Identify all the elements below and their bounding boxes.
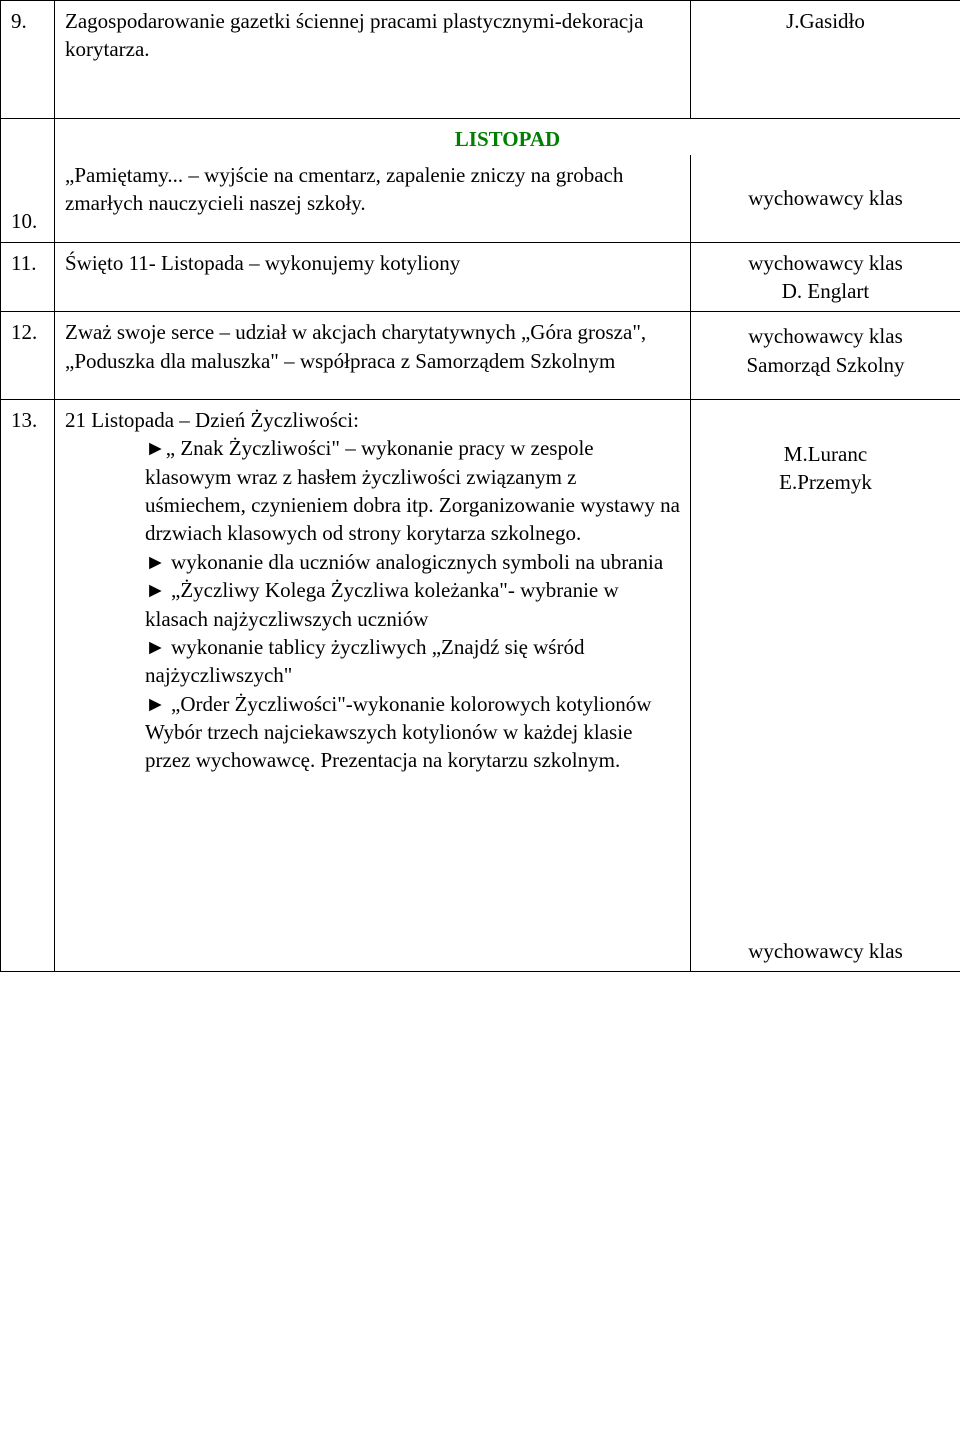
- bullet-item: ► wykonanie dla uczniów analogicznych sy…: [145, 548, 680, 576]
- row-right: J.Gasidło: [691, 1, 960, 119]
- row-right-line: J.Gasidło: [701, 7, 950, 35]
- page: 9. Zagospodarowanie gazetki ściennej pra…: [0, 0, 960, 972]
- table-row: 13. 21 Listopada – Dzień Życzliwości: ►„…: [1, 400, 960, 972]
- table-row: 9. Zagospodarowanie gazetki ściennej pra…: [1, 1, 960, 119]
- row-right: wychowawcy klas D. Englart: [691, 242, 960, 312]
- row-number: 12.: [1, 312, 55, 400]
- section-heading: LISTOPAD: [55, 119, 960, 155]
- bullet-item: ►„ Znak Życzliwości" – wykonanie pracy w…: [145, 434, 680, 547]
- row-right-line: wychowawcy klas: [701, 249, 950, 277]
- row-body: „Pamiętamy... – wyjście na cmentarz, zap…: [55, 155, 691, 242]
- row-body-text: Zważ swoje serce – udział w akcjach char…: [65, 318, 680, 375]
- bullet-item: ► wykonanie tablicy życzliwych „Znajdź s…: [145, 633, 680, 690]
- bullet-block: ►„ Znak Życzliwości" – wykonanie pracy w…: [65, 434, 680, 774]
- row-body-text: „Pamiętamy... – wyjście na cmentarz, zap…: [65, 161, 680, 218]
- row-right: M.Luranc E.Przemyk wychowawcy klas: [691, 400, 960, 972]
- section-heading-cell: LISTOPAD: [55, 118, 960, 155]
- row-right: wychowawcy klas: [691, 155, 960, 242]
- row-right-line: E.Przemyk: [701, 468, 950, 496]
- row-number: 9.: [1, 1, 55, 119]
- row-right-line: M.Luranc: [701, 440, 950, 468]
- row-right-line: Samorząd Szkolny: [701, 351, 950, 379]
- row-number: 11.: [1, 242, 55, 312]
- row-body: 21 Listopada – Dzień Życzliwości: ►„ Zna…: [55, 400, 691, 972]
- bullet-item: ► „Order Życzliwości"-wykonanie kolorowy…: [145, 690, 680, 775]
- row-right-line: D. Englart: [701, 277, 950, 305]
- row-body: Święto 11- Listopada – wykonujemy kotyli…: [55, 242, 691, 312]
- table-row: 10. LISTOPAD: [1, 118, 960, 155]
- row-body-intro: 21 Listopada – Dzień Życzliwości:: [65, 406, 680, 434]
- row-body-text: Święto 11- Listopada – wykonujemy kotyli…: [65, 249, 680, 277]
- row-right-line: wychowawcy klas: [701, 184, 950, 212]
- table-row: 12. Zważ swoje serce – udział w akcjach …: [1, 312, 960, 400]
- row-right-line: wychowawcy klas: [701, 322, 950, 350]
- row-number: 10.: [1, 118, 55, 242]
- row-body-text: Zagospodarowanie gazetki ściennej pracam…: [65, 7, 680, 64]
- row-right: wychowawcy klas Samorząd Szkolny: [691, 312, 960, 400]
- table-row: „Pamiętamy... – wyjście na cmentarz, zap…: [1, 155, 960, 242]
- table-row: 11. Święto 11- Listopada – wykonujemy ko…: [1, 242, 960, 312]
- row-number: 13.: [1, 400, 55, 972]
- main-table: 9. Zagospodarowanie gazetki ściennej pra…: [0, 0, 960, 972]
- row-body: Zważ swoje serce – udział w akcjach char…: [55, 312, 691, 400]
- bullet-item: ► „Życzliwy Kolega Życzliwa koleżanka"- …: [145, 576, 680, 633]
- row-right-line: wychowawcy klas: [701, 937, 950, 965]
- row-body: Zagospodarowanie gazetki ściennej pracam…: [55, 1, 691, 119]
